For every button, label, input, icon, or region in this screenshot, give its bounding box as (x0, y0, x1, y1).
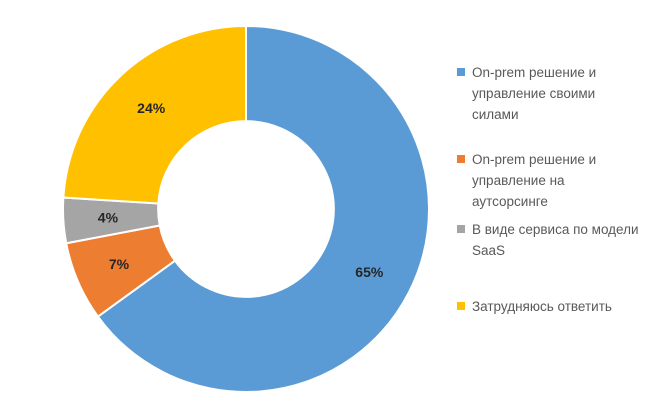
legend-swatch-icon (457, 302, 465, 310)
legend-swatch-icon (457, 225, 465, 233)
slice-data-label-3: 4% (98, 210, 119, 226)
doughnut-slice-4 (62, 24, 247, 205)
legend-label-line: On-prem решение и (472, 152, 597, 167)
legend-swatch-icon (457, 68, 465, 76)
legend-label-line: управление своими (472, 86, 596, 101)
chart-legend: On-prem решение и управление своими силами… (457, 0, 643, 416)
legend-item-2: On-prem решение и управление на аутсорсин… (457, 149, 643, 212)
slice-data-label-2: 7% (109, 256, 130, 272)
legend-label-line: On-prem решение и (472, 65, 597, 80)
legend-swatch-icon (457, 155, 465, 163)
legend-label: Затрудняюсь ответить (472, 296, 612, 317)
legend-label-line: В виде сервиса по модели (472, 222, 639, 237)
legend-item-4: Затрудняюсь ответить (457, 296, 612, 317)
legend-label: On-prem решение и управление своими силами (472, 62, 596, 125)
legend-label: On-prem решение и управление на аутсорсин… (472, 149, 643, 212)
legend-label-line: управление на аутсорсинге (472, 173, 565, 209)
slice-data-label-4: 24% (137, 100, 166, 116)
legend-item-1: On-prem решение и управление своими силами (457, 62, 596, 125)
slice-data-label-1: 65% (355, 264, 384, 280)
legend-label: В виде сервиса по модели SaaS (472, 219, 639, 261)
legend-item-3: В виде сервиса по модели SaaS (457, 219, 639, 261)
legend-label-line: SaaS (472, 243, 506, 258)
legend-label-line: силами (472, 107, 519, 122)
legend-label-line: Затрудняюсь ответить (472, 299, 612, 314)
doughnut-slice-1 (96, 24, 430, 393)
